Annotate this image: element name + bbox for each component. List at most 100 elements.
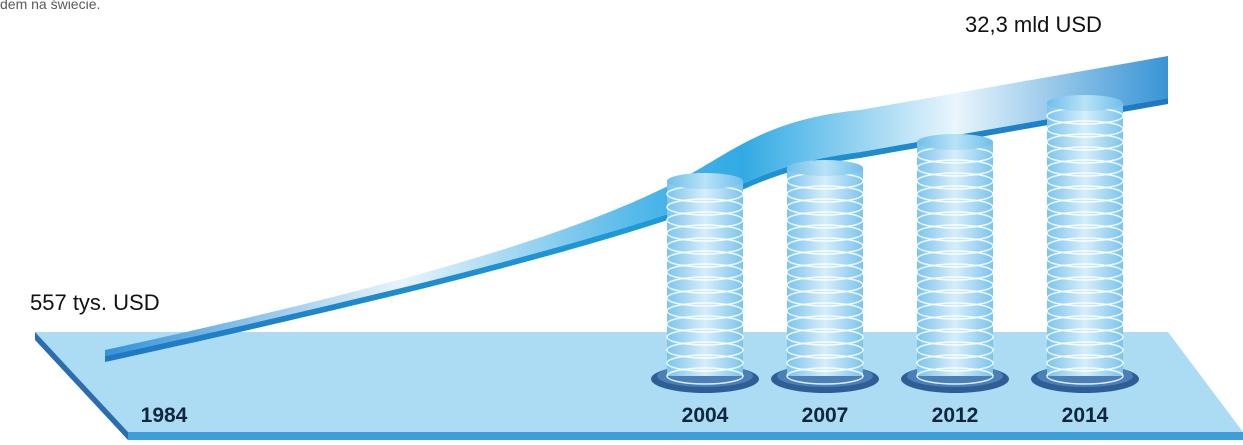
coin-rim — [916, 341, 994, 359]
coin-rim — [666, 224, 744, 242]
coin-rim — [1046, 198, 1124, 216]
coin-rim — [916, 172, 994, 190]
coin — [917, 324, 993, 337]
coin-rim — [786, 224, 864, 242]
coin-rim — [666, 302, 744, 320]
coin-rim — [1046, 133, 1124, 151]
coin-rim — [786, 237, 864, 255]
coin — [1047, 207, 1123, 220]
coin — [1047, 311, 1123, 324]
coin-stack-2007 — [771, 160, 879, 393]
coin — [787, 363, 863, 376]
coin-rim — [1046, 146, 1124, 164]
coin — [1047, 233, 1123, 246]
coin-rim — [916, 315, 994, 333]
coin-top — [667, 173, 743, 189]
coin — [667, 298, 743, 311]
coin-rim — [666, 289, 744, 307]
coin — [1047, 324, 1123, 337]
coin — [667, 220, 743, 233]
growth-ribbon — [105, 56, 1168, 356]
coin-rim — [916, 276, 994, 294]
coin-rim — [666, 315, 744, 333]
caption-text: dem na świecie. — [0, 0, 101, 12]
coin — [787, 324, 863, 337]
coin-rim — [916, 224, 994, 242]
coin-rim — [916, 237, 994, 255]
ribbon-edge — [105, 98, 1168, 362]
coin-rim — [1046, 224, 1124, 242]
coin — [1047, 285, 1123, 298]
coin — [667, 207, 743, 220]
coin — [787, 220, 863, 233]
coin-rim — [1046, 120, 1124, 138]
coin-rim — [786, 263, 864, 281]
coin-rim — [1046, 263, 1124, 281]
coin-rim — [916, 250, 994, 268]
coin — [917, 155, 993, 168]
coin-rim — [666, 328, 744, 346]
coin — [917, 350, 993, 363]
coin-rim — [916, 354, 994, 372]
coin-rim — [786, 289, 864, 307]
coin — [1047, 155, 1123, 168]
coin — [787, 298, 863, 311]
coin-rim — [1046, 302, 1124, 320]
coin-rim — [786, 185, 864, 203]
coin-top — [917, 134, 993, 150]
coin-rim — [1046, 211, 1124, 229]
coin — [917, 259, 993, 272]
coin-rim — [1046, 289, 1124, 307]
coin — [917, 207, 993, 220]
coin-top — [1047, 95, 1123, 111]
coin-rim — [1046, 328, 1124, 346]
coin — [917, 194, 993, 207]
start-value-label: 557 tys. USD — [30, 290, 160, 315]
coin-rim — [1046, 172, 1124, 190]
coin — [787, 259, 863, 272]
coin-rim — [666, 341, 744, 359]
year-label-2007: 2007 — [802, 404, 849, 427]
coin — [917, 220, 993, 233]
coin — [917, 363, 993, 376]
coin — [667, 259, 743, 272]
coin-rim — [786, 341, 864, 359]
coin — [667, 311, 743, 324]
coin-stack-2004 — [651, 173, 759, 393]
coin — [1047, 129, 1123, 142]
coin-rim — [786, 315, 864, 333]
coin-rim — [916, 367, 994, 385]
coin — [917, 246, 993, 259]
coin — [787, 337, 863, 350]
coin — [667, 350, 743, 363]
year-label-1984: 1984 — [141, 404, 188, 427]
coin-rim — [916, 289, 994, 307]
coin — [667, 324, 743, 337]
coin — [1047, 350, 1123, 363]
coin — [1047, 246, 1123, 259]
end-value-label: 32,3 mld USD — [965, 12, 1102, 37]
coin-rim — [786, 302, 864, 320]
coin-rim — [666, 250, 744, 268]
coin-rim — [786, 354, 864, 372]
coin-rim — [916, 198, 994, 216]
coin-rim — [666, 367, 744, 385]
coin — [667, 337, 743, 350]
coin — [1047, 220, 1123, 233]
coin-rim — [1046, 315, 1124, 333]
coin — [787, 246, 863, 259]
coin-rim — [1046, 341, 1124, 359]
coin — [667, 285, 743, 298]
coin — [1047, 363, 1123, 376]
coin — [917, 272, 993, 285]
coin-stack-2014 — [1031, 95, 1139, 393]
coin-rim — [666, 276, 744, 294]
coin-rim — [1046, 276, 1124, 294]
coin — [1047, 337, 1123, 350]
coin — [667, 233, 743, 246]
coin — [1047, 259, 1123, 272]
coin-rim — [786, 276, 864, 294]
coin — [1047, 142, 1123, 155]
coin-top — [787, 160, 863, 176]
